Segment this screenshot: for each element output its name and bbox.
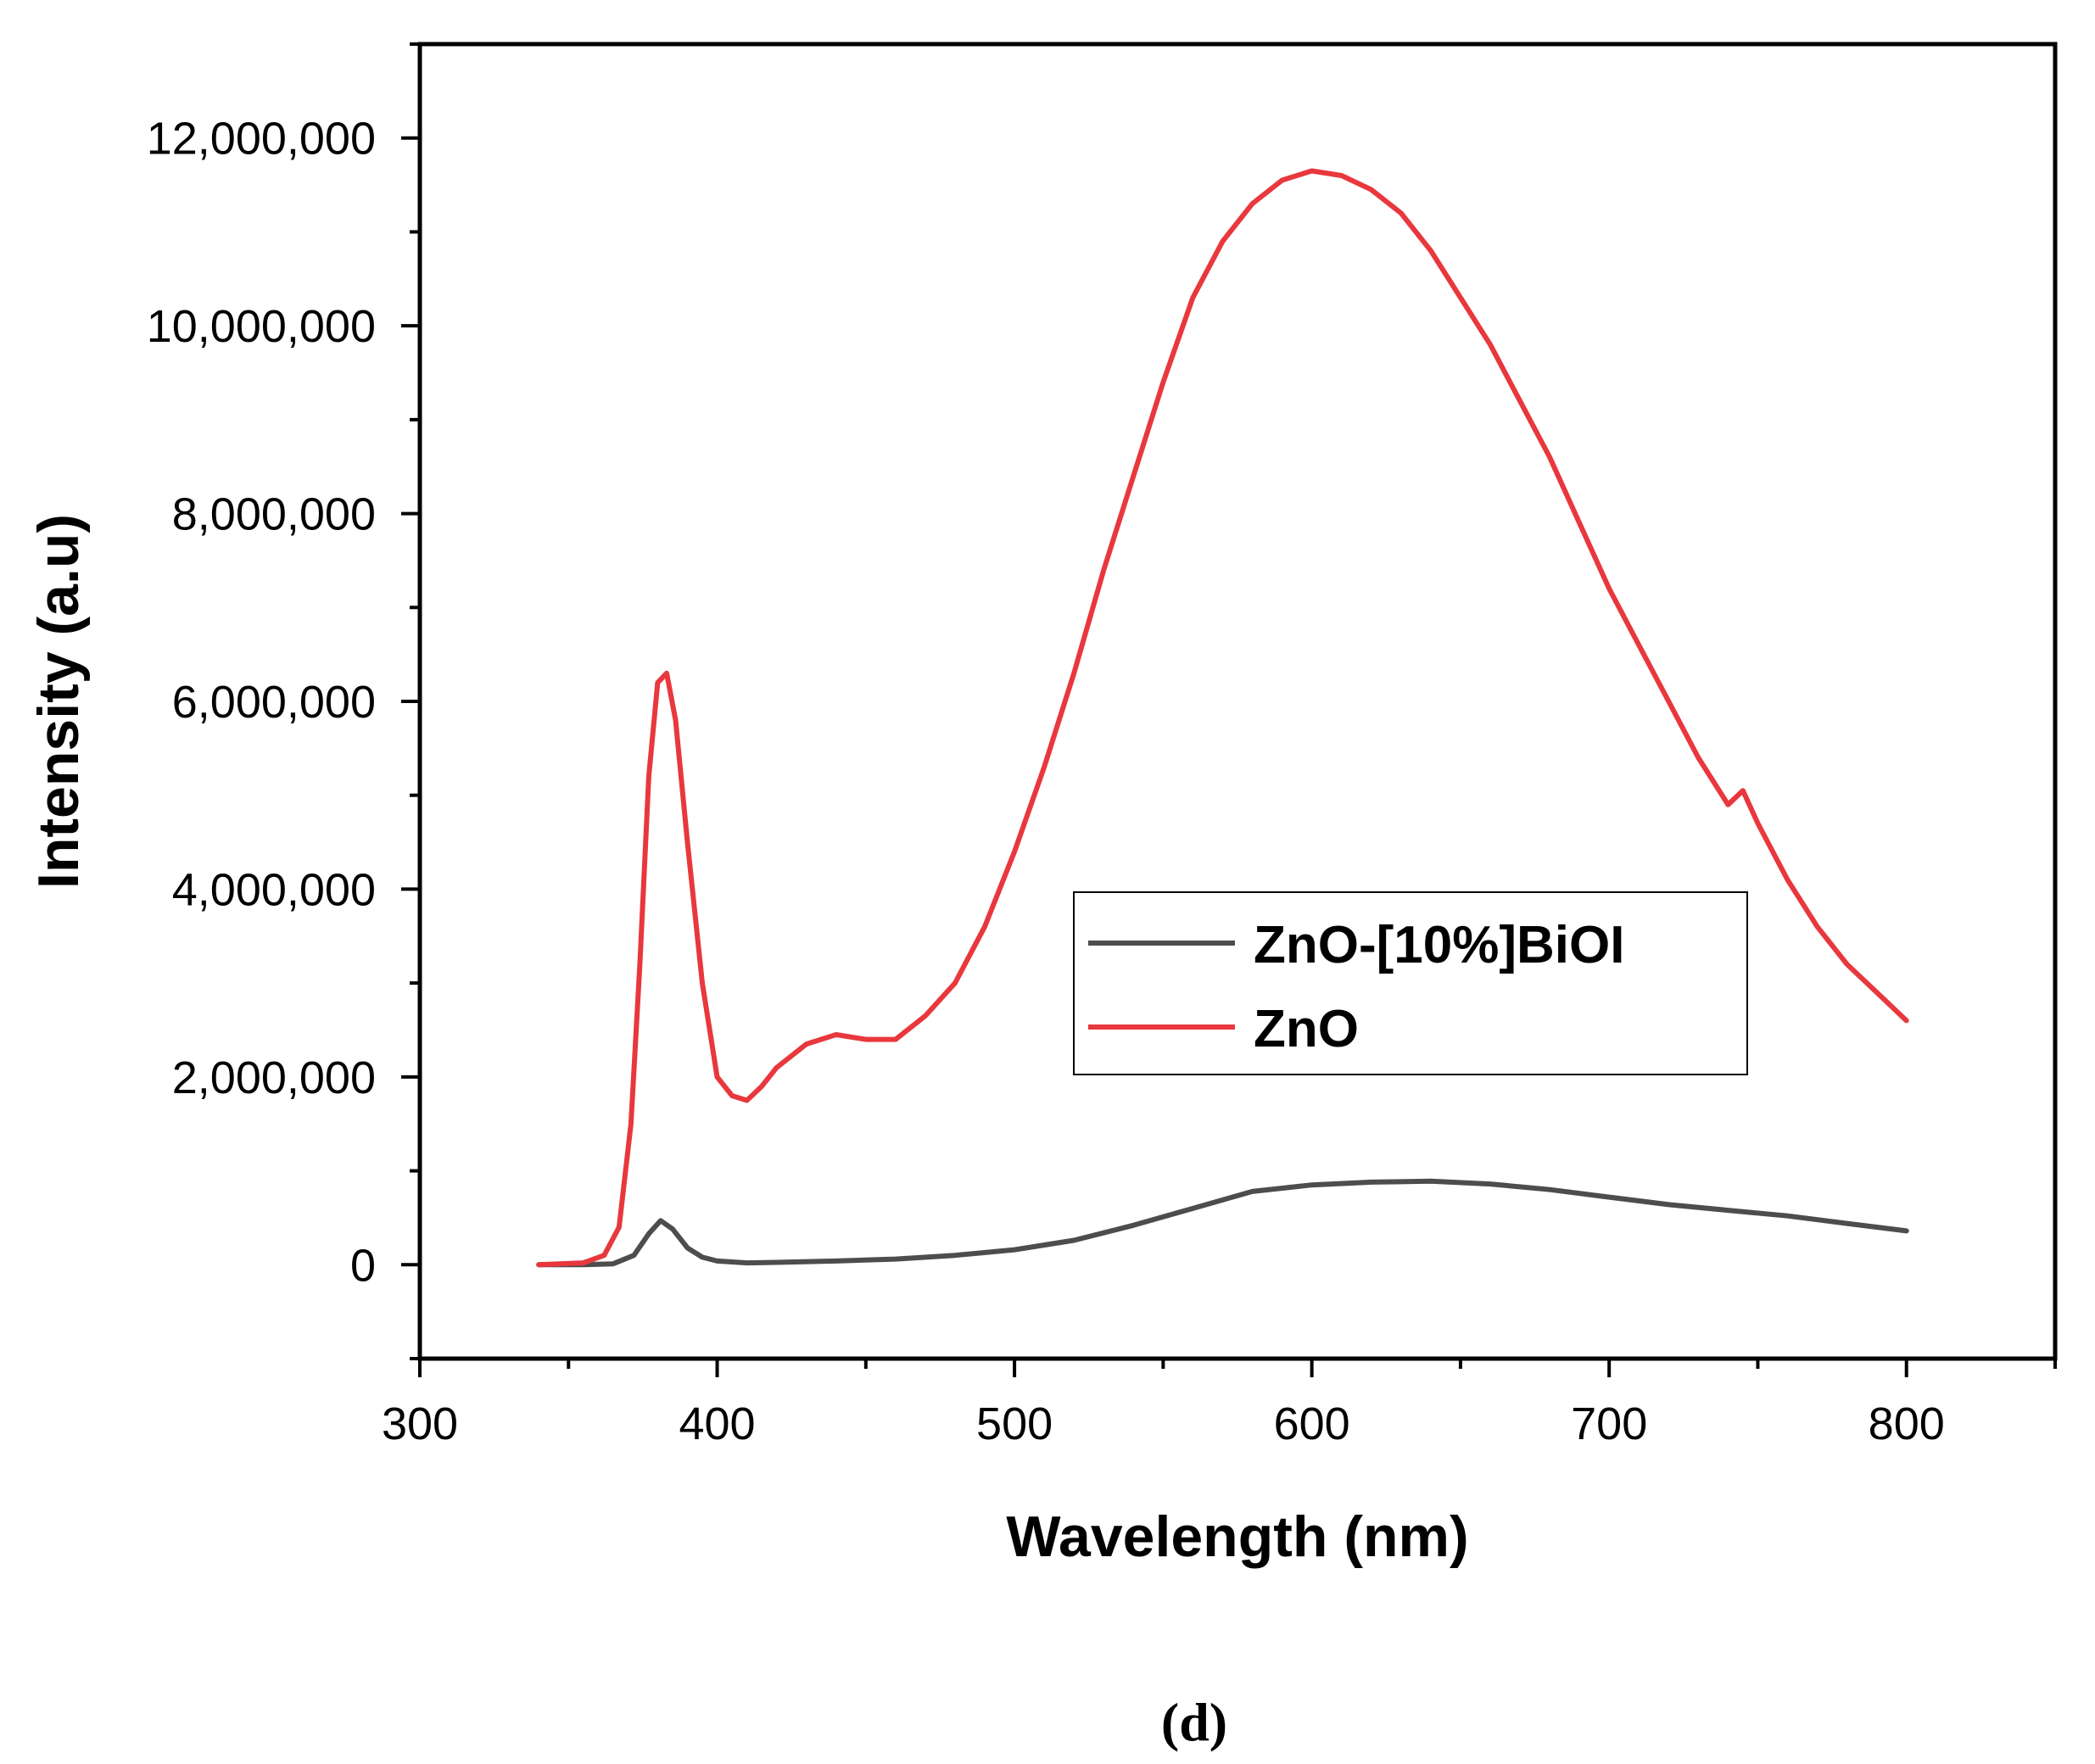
- y-tick-label: 10,000,000: [147, 301, 376, 352]
- legend: ZnO-[10%]BiOI ZnO: [1073, 891, 1748, 1075]
- legend-box: [1073, 891, 1748, 1075]
- y-axis-title: Intensity (a.u): [26, 514, 91, 889]
- x-tick-label: 400: [679, 1398, 755, 1449]
- legend-label-zno-biol: ZnO-[10%]BiOI: [1254, 916, 1624, 974]
- y-tick-label: 0: [350, 1240, 376, 1291]
- x-tick-label: 600: [1274, 1398, 1350, 1449]
- series-zno-biol-line: [536, 1178, 1909, 1268]
- legend-label-zno: ZnO: [1254, 1000, 1359, 1058]
- y-tick-label: 6,000,000: [172, 677, 376, 728]
- x-tick-label: 700: [1571, 1398, 1647, 1449]
- series-layer: [536, 168, 1909, 1268]
- x-tick-label: 500: [976, 1398, 1053, 1449]
- panel-label: (d): [1161, 1692, 1227, 1752]
- y-tick-label: 4,000,000: [172, 864, 376, 915]
- x-tick-label: 300: [382, 1398, 458, 1449]
- y-axis-ticks: 0 2,000,000 4,000,000 6,000,000 8,000,000 10,…: [147, 42, 420, 1360]
- series-zno-line: [536, 168, 1909, 1268]
- y-tick-label: 8,000,000: [172, 489, 376, 540]
- y-tick-label: 2,000,000: [172, 1052, 376, 1103]
- x-axis-ticks: 300 400 500 600 700 800: [382, 1359, 2057, 1449]
- x-tick-label: 800: [1869, 1398, 1945, 1449]
- x-axis-title: Wavelength (nm): [1006, 1504, 1468, 1569]
- y-tick-label: 12,000,000: [147, 114, 376, 165]
